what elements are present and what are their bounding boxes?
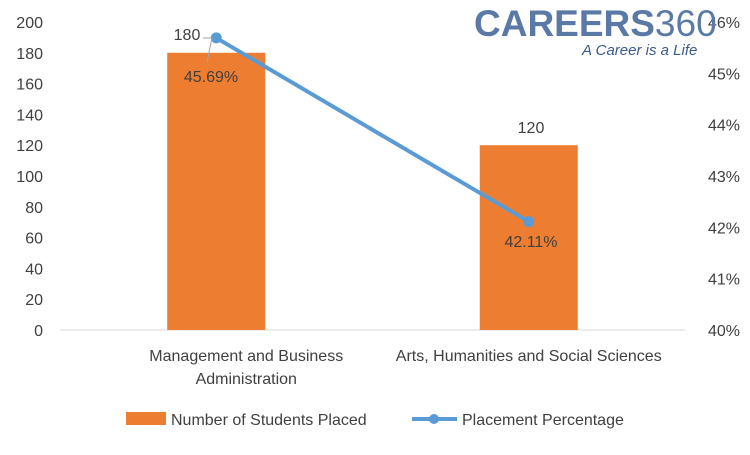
legend-label: Number of Students Placed xyxy=(171,412,367,429)
right-axis-tick-label: 43% xyxy=(708,169,740,186)
line-series-path xyxy=(214,35,531,224)
left-axis-tick-label: 160 xyxy=(16,77,43,94)
right-axis-tick-label: 45% xyxy=(708,66,740,83)
bar xyxy=(479,145,578,330)
category-label: Administration xyxy=(196,371,297,388)
bar-data-label: 120 xyxy=(518,120,545,137)
logo-wordmark: CAREERS360 xyxy=(474,3,717,44)
line-data-label: 45.69% xyxy=(184,69,238,86)
legend-bar-swatch xyxy=(126,412,166,425)
left-axis-tick-label: 20 xyxy=(25,292,43,309)
right-axis-tick-label: 40% xyxy=(708,323,740,340)
right-axis-tick-label: 42% xyxy=(708,220,740,237)
left-axis-tick-label: 140 xyxy=(16,107,43,124)
logo-tagline: A Career is a Life xyxy=(582,42,698,59)
careers360-logo: CAREERS360 A Career is a Life xyxy=(474,4,717,60)
bar-data-label: 180 xyxy=(174,27,201,44)
left-axis-tick-label: 40 xyxy=(25,261,43,278)
line-point xyxy=(523,216,535,228)
line-point xyxy=(210,32,222,44)
line-data-label: 42.11% xyxy=(504,234,557,251)
left-axis-tick-label: 0 xyxy=(34,323,43,340)
bar xyxy=(167,52,266,331)
left-axis-tick-label: 60 xyxy=(25,231,43,248)
left-axis-tick-label: 180 xyxy=(16,46,43,63)
right-axis-tick-label: 41% xyxy=(708,272,740,289)
category-label: Arts, Humanities and Social Sciences xyxy=(396,348,662,365)
left-axis-tick-label: 80 xyxy=(25,200,43,217)
left-axis-tick-label: 120 xyxy=(16,138,43,155)
left-axis-tick-label: 200 xyxy=(16,15,43,32)
legend-label: Placement Percentage xyxy=(462,412,624,429)
category-label: Management and Business xyxy=(149,348,343,365)
right-axis-tick-label: 46% xyxy=(708,15,740,32)
right-axis-tick-label: 44% xyxy=(708,118,740,135)
label-leader-line xyxy=(206,37,213,63)
legend-line-marker xyxy=(429,414,439,424)
left-axis-tick-label: 100 xyxy=(16,169,43,186)
